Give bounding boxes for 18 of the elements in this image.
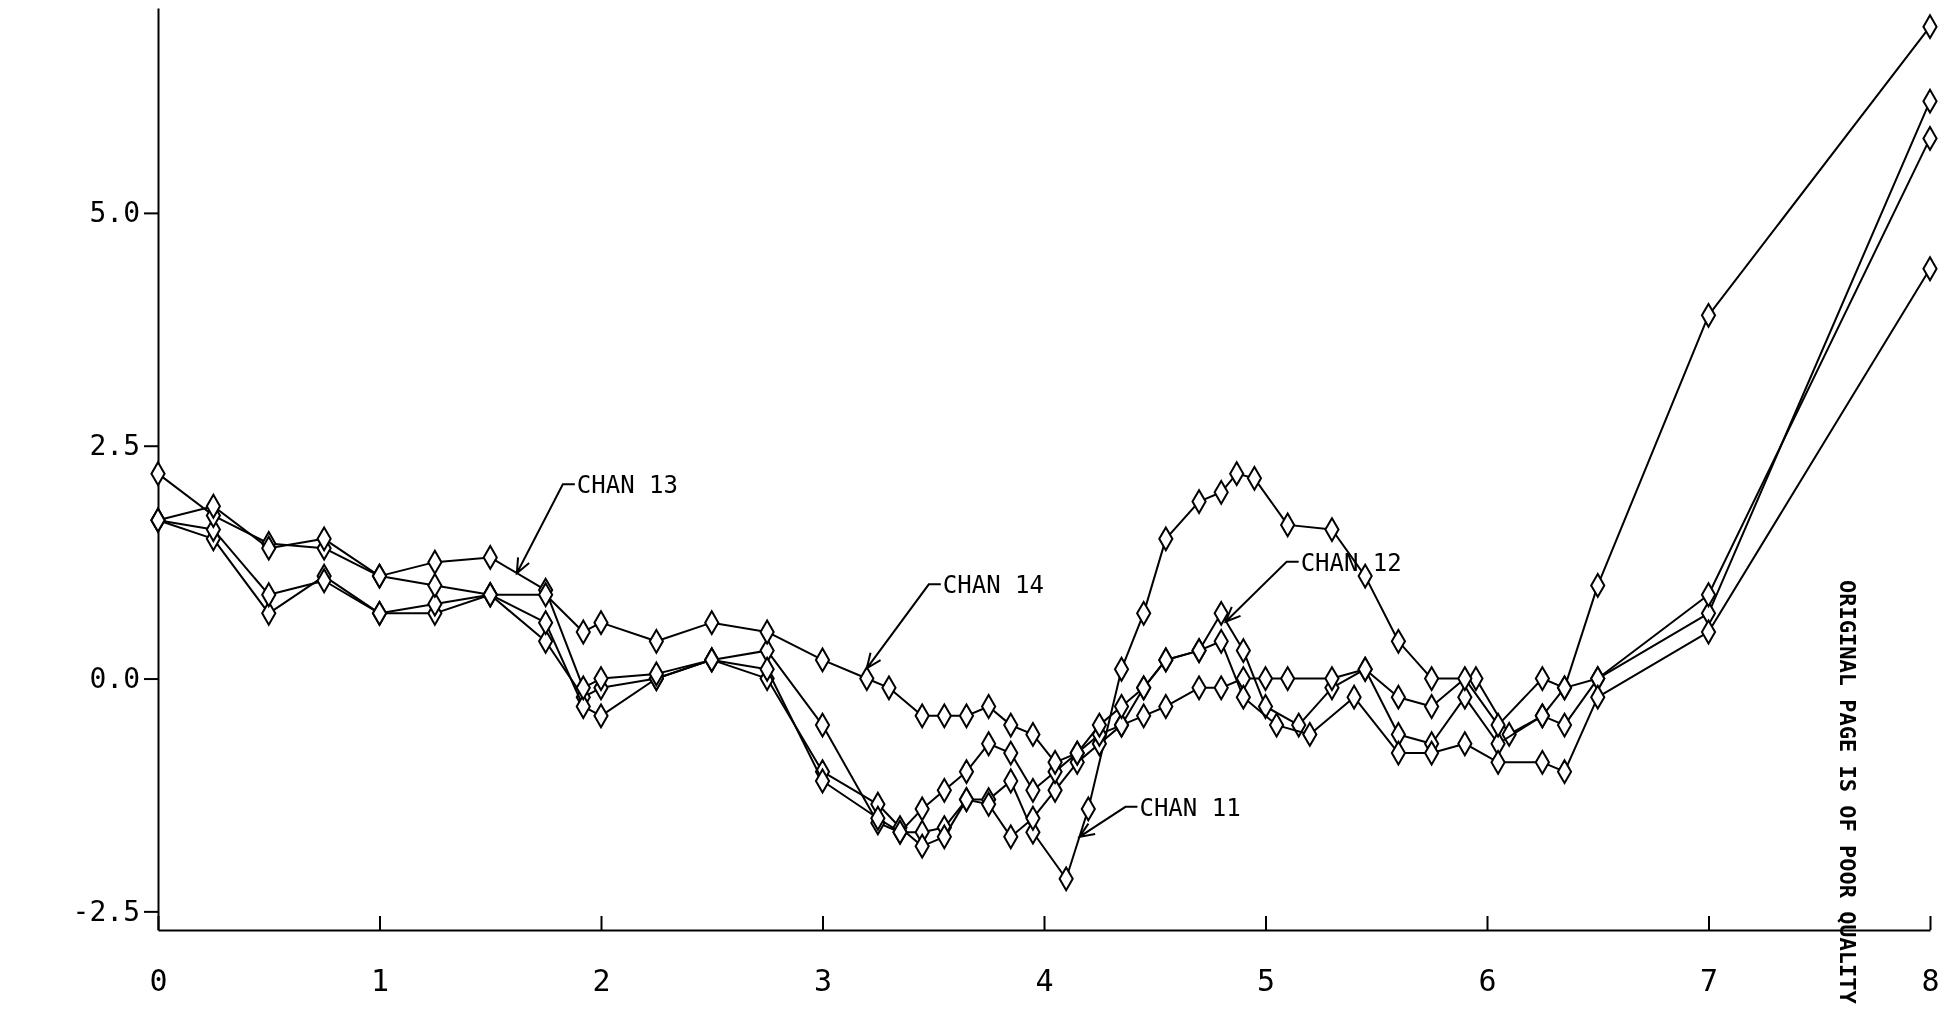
x-tick-label: 8 (1921, 963, 1940, 999)
annotation: CHAN 12 (1300, 548, 1402, 577)
x-tick-label: 1 (370, 963, 390, 999)
y-tick-label: 0.0 (89, 662, 140, 696)
x-tick-label: 2 (592, 963, 611, 999)
annotation: CHAN 14 (942, 571, 1044, 600)
y-tick-label: -2.5 (72, 894, 140, 928)
x-tick-label: 3 (813, 963, 833, 999)
annotation: ORIGINAL PAGE IS OF POOR QUALITY (1835, 580, 1860, 1005)
y-tick-label: 5.0 (89, 196, 140, 230)
y-tick-label: 2.5 (89, 429, 140, 463)
x-tick-label: 7 (1699, 963, 1719, 999)
x-tick-label: 4 (1035, 963, 1054, 999)
x-tick-label: 0 (149, 963, 168, 999)
x-tick-label: 6 (1478, 963, 1497, 999)
x-tick-label: 5 (1256, 963, 1276, 999)
annotation: CHAN 13 (576, 471, 678, 500)
annotation: CHAN 11 (1139, 793, 1241, 822)
